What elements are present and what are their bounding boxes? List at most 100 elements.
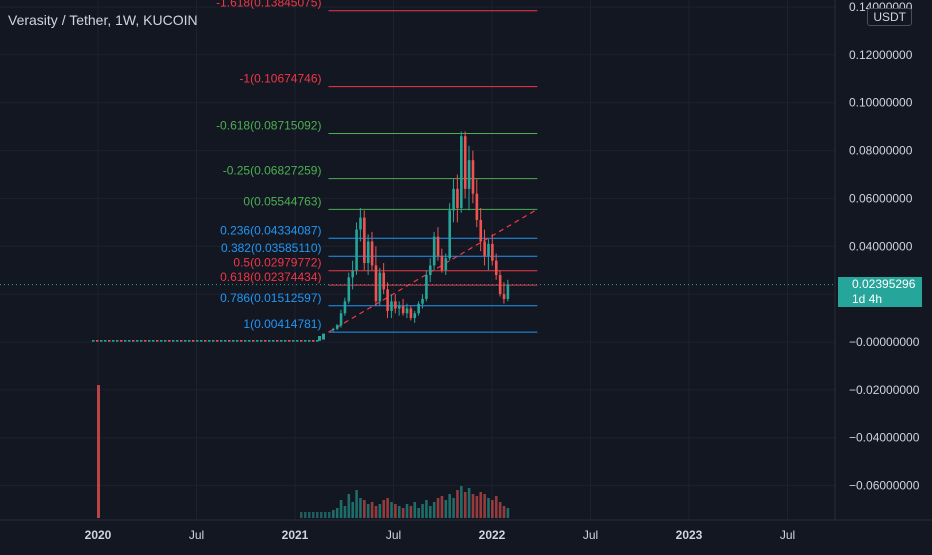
candle-body bbox=[397, 306, 401, 309]
price-axis-label: 0.12000000 bbox=[849, 48, 913, 62]
volume-bar bbox=[487, 498, 490, 518]
time-axis-label: 2021 bbox=[282, 528, 309, 542]
candle-body bbox=[401, 306, 405, 314]
candles bbox=[332, 131, 510, 333]
time-axis-label: Jul bbox=[189, 528, 204, 542]
flat-candle bbox=[256, 340, 259, 342]
candle-body bbox=[448, 210, 451, 259]
flat-candle bbox=[216, 340, 219, 342]
flat-candle bbox=[312, 340, 315, 342]
volume-bar bbox=[440, 496, 444, 518]
candle-body bbox=[429, 265, 432, 275]
volume-bar bbox=[483, 494, 486, 518]
candle-body bbox=[502, 294, 506, 299]
flat-candle bbox=[192, 340, 195, 342]
candle-body bbox=[335, 325, 339, 329]
volume-bar bbox=[502, 506, 506, 518]
fib-level-label: 1(0.00414781) bbox=[243, 317, 321, 331]
time-axis-label: Jul bbox=[386, 528, 401, 542]
flat-candle bbox=[212, 340, 215, 342]
candle-body bbox=[363, 217, 366, 264]
flat-candle bbox=[232, 340, 235, 342]
fib-level-label: -1(0.10674746) bbox=[239, 72, 321, 86]
flat-candle bbox=[112, 340, 115, 342]
trend-line-dashed bbox=[328, 208, 538, 333]
flat-candle bbox=[204, 340, 207, 342]
volume-bar bbox=[479, 492, 483, 518]
volume-bar bbox=[467, 488, 471, 518]
volume-bar bbox=[397, 506, 401, 518]
volume-bar bbox=[460, 486, 463, 518]
symbol-title[interactable]: Verasity / Tether, 1W, KUCOIN bbox=[8, 12, 198, 28]
volume-bar bbox=[335, 508, 339, 518]
volume-bar bbox=[425, 500, 428, 518]
price-axis-label: −0.00000000 bbox=[849, 335, 920, 349]
volume-bar bbox=[421, 504, 424, 518]
flat-candle bbox=[136, 340, 139, 342]
flat-candle bbox=[264, 340, 267, 342]
candle-body bbox=[506, 284, 510, 299]
flat-candle bbox=[180, 340, 183, 342]
volume-bar bbox=[320, 512, 323, 518]
candle-body bbox=[382, 272, 386, 290]
candle-body bbox=[444, 258, 448, 271]
candle-body bbox=[460, 136, 463, 208]
volume-bar bbox=[378, 504, 382, 518]
flat-candle bbox=[100, 340, 103, 342]
time-axis-label: Jul bbox=[583, 528, 598, 542]
flat-candle bbox=[300, 340, 303, 342]
trend-line[interactable] bbox=[328, 208, 538, 333]
volume-bar bbox=[394, 504, 397, 518]
candle-body bbox=[351, 270, 354, 278]
current-price-tag: 0.02395296 1d 4h bbox=[838, 276, 922, 307]
volume-bar bbox=[471, 494, 475, 518]
candle-body bbox=[339, 313, 343, 326]
candle-body bbox=[405, 308, 409, 314]
flat-candle bbox=[144, 340, 147, 342]
volume-bar bbox=[332, 510, 335, 518]
volume-bar bbox=[494, 496, 498, 518]
volume-bar bbox=[316, 512, 319, 518]
flat-candle bbox=[304, 340, 307, 342]
flat-candle bbox=[156, 340, 159, 342]
flat-candle bbox=[176, 340, 179, 342]
volume-bars bbox=[97, 385, 510, 518]
fib-level-label: 0.618(0.02374434) bbox=[220, 270, 321, 284]
volume-bar bbox=[370, 502, 374, 518]
price-axis-label: 0.08000000 bbox=[849, 144, 913, 158]
candle-body bbox=[494, 260, 498, 275]
candle-body bbox=[440, 255, 444, 271]
candle-body bbox=[491, 243, 494, 261]
volume-bar bbox=[417, 508, 420, 518]
candle-body bbox=[467, 160, 471, 189]
volume-bar bbox=[436, 498, 440, 518]
flat-candle bbox=[224, 340, 227, 342]
volume-bar bbox=[498, 502, 502, 518]
time-axis-label: 2022 bbox=[479, 528, 506, 542]
flat-candle bbox=[296, 340, 299, 342]
price-axis-label: −0.04000000 bbox=[849, 431, 920, 445]
volume-bar bbox=[444, 500, 448, 518]
volume-bar bbox=[363, 500, 366, 518]
candle-body bbox=[483, 241, 486, 256]
volume-bar bbox=[475, 496, 479, 518]
candle-body bbox=[343, 301, 347, 314]
volume-bar bbox=[409, 506, 413, 518]
volume-bar bbox=[463, 492, 467, 518]
fib-retracement[interactable]: -1.618(0.13845075) -1(0.10674746) -0.618(0… bbox=[216, 0, 538, 333]
price-axis-label: 0.06000000 bbox=[849, 191, 913, 205]
flat-candle bbox=[188, 340, 191, 342]
flat-candle bbox=[248, 340, 251, 342]
fib-level-label: -0.618(0.08715092) bbox=[216, 118, 321, 132]
flat-candle bbox=[318, 336, 321, 341]
volume-bar bbox=[366, 504, 370, 518]
candle-body bbox=[436, 236, 440, 256]
time-axis[interactable]: 2020 Jul 2021 Jul 2022 Jul 2023 Jul bbox=[85, 528, 796, 542]
flat-candle bbox=[120, 340, 123, 342]
currency-badge[interactable]: USDT bbox=[867, 8, 912, 26]
flat-candle bbox=[116, 340, 119, 342]
flat-candle bbox=[96, 340, 99, 342]
